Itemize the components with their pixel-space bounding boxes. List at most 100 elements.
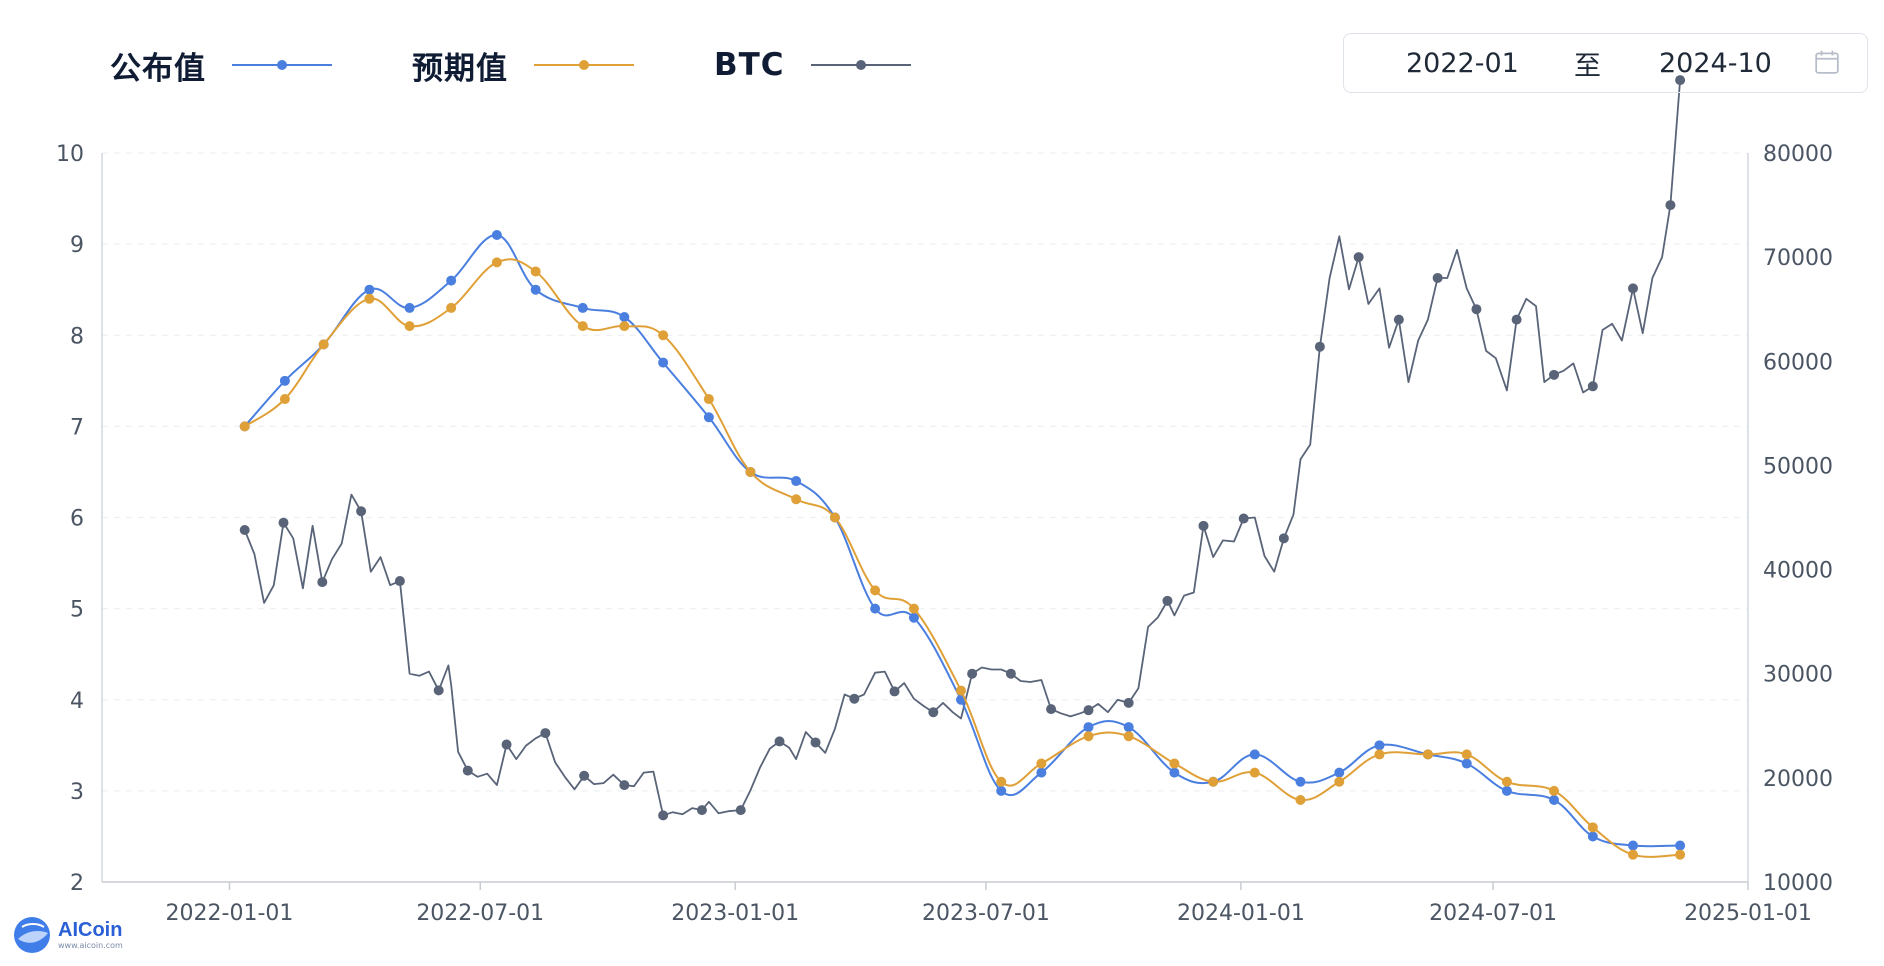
published-point <box>364 284 375 295</box>
expected-point <box>1083 731 1094 742</box>
y-left-tick-label: 9 <box>70 233 84 258</box>
published-point <box>1123 722 1134 733</box>
published-point <box>577 302 588 313</box>
btc-point <box>540 728 551 739</box>
btc-point <box>579 770 590 781</box>
published-point <box>1587 831 1598 842</box>
expected-point <box>658 330 669 341</box>
btc-point <box>1511 314 1522 325</box>
legend-item-expected[interactable]: 预期值 <box>412 43 634 88</box>
published-point <box>1461 758 1472 769</box>
date-end[interactable]: 2024-10 <box>1659 47 1772 79</box>
expected-point <box>1208 776 1219 787</box>
btc-point <box>1314 341 1325 352</box>
legend-swatch-expected <box>534 55 634 75</box>
legend-label-btc: BTC <box>714 47 785 83</box>
expected-point <box>1501 776 1512 787</box>
y-left-tick-label: 3 <box>70 780 84 805</box>
published-point <box>404 302 415 313</box>
date-start[interactable]: 2022-01 <box>1406 47 1519 79</box>
published-point <box>791 476 802 487</box>
expected-point <box>1675 849 1686 860</box>
expected-point <box>908 603 919 614</box>
btc-point <box>1628 283 1639 294</box>
y-left-tick-label: 8 <box>70 324 84 349</box>
expected-point <box>1249 767 1260 778</box>
published-point <box>658 357 669 368</box>
btc-point <box>462 765 473 776</box>
published-point <box>530 284 541 295</box>
expected-point <box>745 466 756 477</box>
published-point <box>279 375 290 386</box>
y-right-tick-label: 60000 <box>1763 350 1833 375</box>
y-left-tick-label: 4 <box>70 689 84 714</box>
grid-lines <box>102 152 1748 792</box>
y-left-tick-label: 6 <box>70 507 84 532</box>
published-point <box>1374 740 1385 751</box>
x-tick-label: 2023-07-01 <box>922 901 1050 926</box>
published-point <box>1036 767 1047 778</box>
expected-point <box>404 321 415 332</box>
y-right-tick-label: 20000 <box>1763 767 1833 792</box>
expected-point <box>829 512 840 523</box>
expected-point <box>703 394 714 405</box>
legend-item-btc[interactable]: BTC <box>714 47 911 83</box>
expected-point <box>491 257 502 268</box>
y-right-tick-label: 70000 <box>1763 246 1833 271</box>
expected-point <box>1628 849 1639 860</box>
brand-url: www.aicoin.com <box>58 941 123 950</box>
published-point <box>703 412 714 423</box>
expected-point <box>996 776 1007 787</box>
series-btc <box>239 75 1686 821</box>
legend-swatch-published <box>232 55 332 75</box>
btc-point <box>1083 705 1094 716</box>
expected-point <box>446 302 457 313</box>
btc-point <box>356 506 367 517</box>
btc-point <box>1393 314 1404 325</box>
btc-point <box>1587 381 1598 392</box>
published-point <box>1675 840 1686 851</box>
btc-point <box>1665 200 1676 211</box>
calendar-icon[interactable] <box>1814 49 1840 75</box>
expected-point <box>956 685 967 696</box>
brand-name: AICoin <box>58 919 123 941</box>
btc-point <box>433 685 444 696</box>
btc-point <box>658 810 669 821</box>
series-lines <box>239 75 1686 860</box>
expected-point <box>318 339 329 350</box>
published-point <box>1083 722 1094 733</box>
btc-point <box>967 668 978 679</box>
btc-point <box>849 693 860 704</box>
btc-point <box>1471 304 1482 315</box>
expected-point <box>870 585 881 596</box>
btc-point <box>1005 668 1016 679</box>
published-point <box>1549 794 1560 805</box>
published-point <box>1295 776 1306 787</box>
published-point <box>1334 767 1345 778</box>
btc-point <box>1238 513 1249 524</box>
date-range-picker[interactable]: 2022-01 至 2024-10 <box>1343 33 1868 93</box>
published-point <box>446 275 457 286</box>
expected-point <box>1587 822 1598 833</box>
btc-point <box>619 780 630 791</box>
y-right-tick-label: 50000 <box>1763 454 1833 479</box>
y-left-tick-label: 2 <box>70 871 84 896</box>
expected-point <box>1169 758 1180 769</box>
btc-point <box>928 707 939 718</box>
x-tick-label: 2024-01-01 <box>1177 901 1305 926</box>
btc-point <box>1353 252 1364 263</box>
expected-point <box>239 421 250 432</box>
expected-point <box>577 321 588 332</box>
expected-point <box>279 394 290 405</box>
expected-point <box>1334 776 1345 787</box>
btc-point <box>239 524 250 535</box>
x-tick-label: 2025-01-01 <box>1684 901 1812 926</box>
btc-point <box>1198 520 1209 531</box>
btc-point <box>1432 272 1443 283</box>
btc-point <box>1278 533 1289 544</box>
brand-watermark: AICoin www.aicoin.com <box>12 915 123 955</box>
expected-point <box>1549 785 1560 796</box>
published-point <box>870 603 881 614</box>
expected-point <box>364 293 375 304</box>
legend-item-published[interactable]: 公布值 <box>110 43 332 88</box>
